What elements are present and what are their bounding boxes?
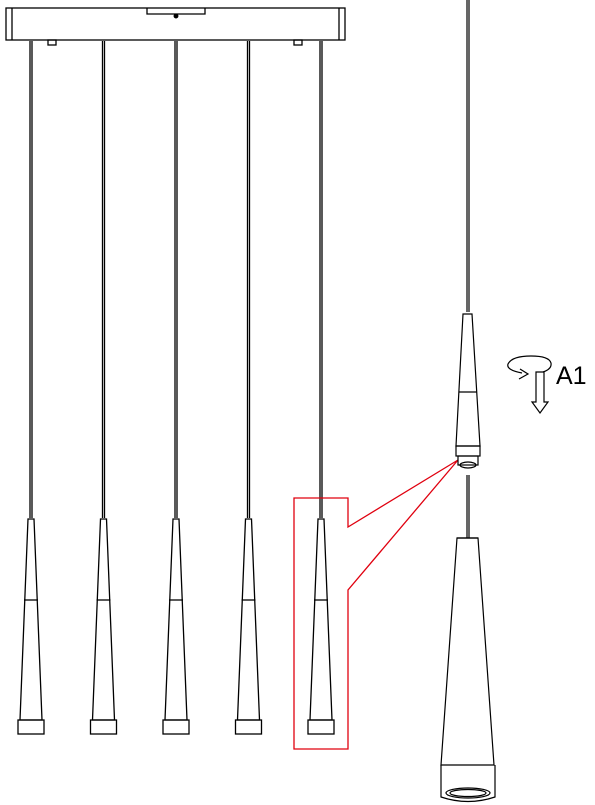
rotate-arrow-icon [507,355,552,415]
ceiling-canopy [5,7,346,46]
pendant-lamp [89,41,118,735]
detail-callout [293,459,459,750]
pendant-lamp [17,41,45,735]
step-label-a1: A1 [556,362,587,390]
pendant-row [17,41,335,735]
pendant-lamp [162,41,190,735]
pendant-lamp [234,41,263,735]
pendant-lamp [307,41,335,735]
pendant-detail [440,0,496,803]
